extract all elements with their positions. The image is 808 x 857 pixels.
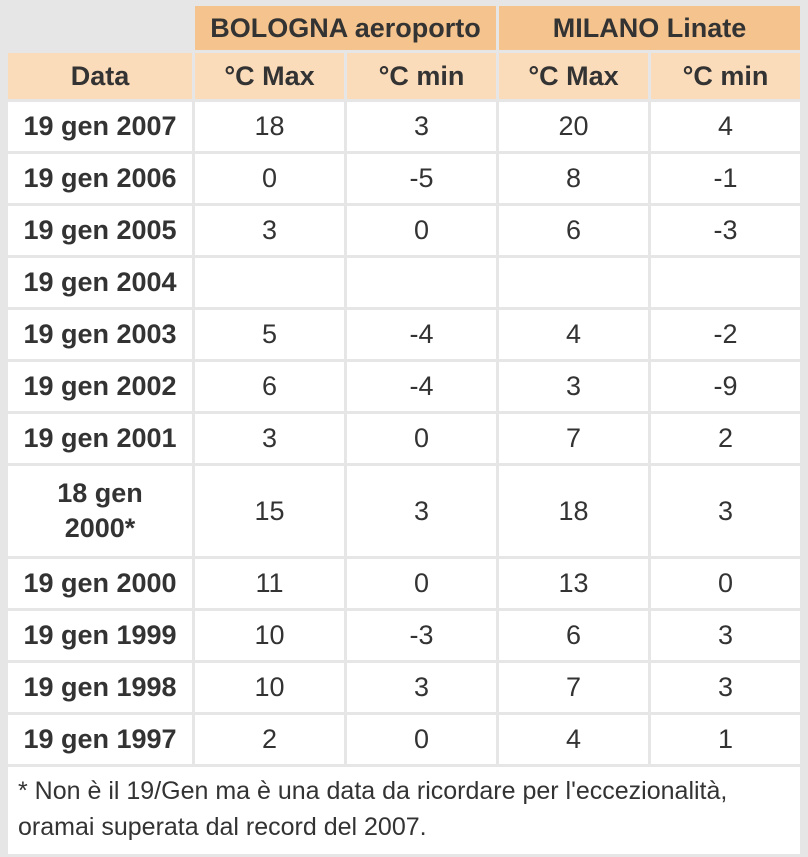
table-row: 19 gen 2005 3 0 6 -3 [8, 206, 801, 255]
column-header-milano-min: °C min [651, 53, 801, 99]
value-cell: 7 [499, 414, 649, 463]
table-row: 19 gen 2002 6 -4 3 -9 [8, 362, 801, 411]
value-cell: -9 [651, 362, 801, 411]
value-cell: 2 [195, 715, 344, 764]
value-cell: 3 [651, 663, 801, 712]
table-row: 19 gen 2004 [8, 258, 801, 307]
value-cell: 3 [651, 466, 801, 556]
value-cell [651, 258, 801, 307]
value-cell: 3 [347, 102, 497, 151]
value-cell: 18 [195, 102, 344, 151]
value-cell: 1 [651, 715, 801, 764]
column-header-bologna-max: °C Max [195, 53, 344, 99]
footnote-text: * Non è il 19/Gen ma è una data da ricor… [8, 767, 801, 854]
value-cell: 4 [499, 310, 649, 359]
value-cell: 5 [195, 310, 344, 359]
value-cell [347, 258, 497, 307]
value-cell: 8 [499, 154, 649, 203]
value-cell [499, 258, 649, 307]
date-cell: 19 gen 2002 [8, 362, 192, 411]
group-header-milano: MILANO Linate [499, 6, 801, 50]
table-body: 19 gen 2007 18 3 20 4 19 gen 2006 0 -5 8 -1 19 gen… [8, 102, 801, 764]
value-cell: 3 [347, 466, 497, 556]
value-cell: 3 [347, 663, 497, 712]
date-cell: 19 gen 2005 [8, 206, 192, 255]
value-cell: 3 [195, 414, 344, 463]
date-cell: 19 gen 2006 [8, 154, 192, 203]
table-row: 19 gen 1997 2 0 4 1 [8, 715, 801, 764]
column-header-bologna-min: °C min [347, 53, 497, 99]
value-cell: 0 [195, 154, 344, 203]
value-cell: -4 [347, 362, 497, 411]
date-cell: 19 gen 2003 [8, 310, 192, 359]
table-row: 19 gen 2003 5 -4 4 -2 [8, 310, 801, 359]
value-cell: 6 [499, 611, 649, 660]
value-cell: 7 [499, 663, 649, 712]
value-cell: 11 [195, 559, 344, 608]
corner-cell [8, 6, 192, 50]
date-cell: 19 gen 1998 [8, 663, 192, 712]
date-cell: 19 gen 2004 [8, 258, 192, 307]
date-cell: 19 gen 1999 [8, 611, 192, 660]
value-cell: -5 [347, 154, 497, 203]
value-cell: 18 [499, 466, 649, 556]
value-cell: -3 [347, 611, 497, 660]
value-cell: 10 [195, 663, 344, 712]
table-row: 19 gen 2001 3 0 7 2 [8, 414, 801, 463]
value-cell: 20 [499, 102, 649, 151]
table-row: 19 gen 1999 10 -3 6 3 [8, 611, 801, 660]
date-cell: 19 gen 2000 [8, 559, 192, 608]
date-cell: 19 gen 2007 [8, 102, 192, 151]
value-cell: -2 [651, 310, 801, 359]
column-header-milano-max: °C Max [499, 53, 649, 99]
value-cell: 4 [499, 715, 649, 764]
column-header-row: Data °C Max °C min °C Max °C min [8, 53, 801, 99]
value-cell: 6 [195, 362, 344, 411]
value-cell: 0 [347, 559, 497, 608]
group-header-bologna: BOLOGNA aeroporto [195, 6, 497, 50]
date-cell: 19 gen 1997 [8, 715, 192, 764]
table-row: 19 gen 2000 11 0 13 0 [8, 559, 801, 608]
value-cell: 3 [195, 206, 344, 255]
value-cell: -4 [347, 310, 497, 359]
date-cell: 18 gen 2000* [8, 466, 192, 556]
value-cell [195, 258, 344, 307]
table-row: 19 gen 2007 18 3 20 4 [8, 102, 801, 151]
value-cell: -3 [651, 206, 801, 255]
group-header-row: BOLOGNA aeroporto MILANO Linate [8, 6, 801, 50]
value-cell: 0 [651, 559, 801, 608]
table-row: 18 gen 2000* 15 3 18 3 [8, 466, 801, 556]
value-cell: 15 [195, 466, 344, 556]
table-row: 19 gen 2006 0 -5 8 -1 [8, 154, 801, 203]
value-cell: 4 [651, 102, 801, 151]
temperature-table: BOLOGNA aeroporto MILANO Linate Data °C … [5, 3, 803, 857]
value-cell: 2 [651, 414, 801, 463]
footnote-row: * Non è il 19/Gen ma è una data da ricor… [8, 767, 801, 854]
value-cell: 6 [499, 206, 649, 255]
value-cell: 0 [347, 715, 497, 764]
column-header-data: Data [8, 53, 192, 99]
value-cell: 10 [195, 611, 344, 660]
table-row: 19 gen 1998 10 3 7 3 [8, 663, 801, 712]
value-cell: 13 [499, 559, 649, 608]
value-cell: 3 [499, 362, 649, 411]
date-cell: 19 gen 2001 [8, 414, 192, 463]
value-cell: 0 [347, 414, 497, 463]
value-cell: 3 [651, 611, 801, 660]
value-cell: 0 [347, 206, 497, 255]
value-cell: -1 [651, 154, 801, 203]
